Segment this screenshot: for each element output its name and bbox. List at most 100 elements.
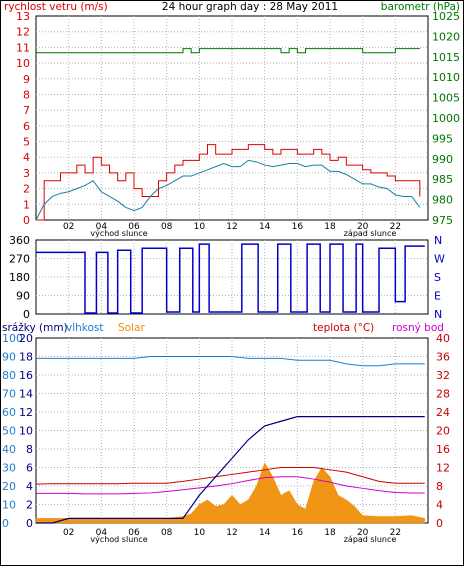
legend-temperature: teplota (°C): [313, 322, 374, 334]
x-tick-label: 08: [161, 222, 173, 232]
compass-tick: N: [434, 234, 442, 247]
x-tick-label: 16: [292, 222, 304, 232]
wind-y-tick: 12: [16, 26, 30, 39]
temperature-y-tick: 28: [436, 388, 450, 401]
rain-y-tick: 16: [19, 369, 33, 382]
humidity-y-tick: 60: [2, 406, 16, 419]
x-tick-label: 16: [292, 528, 304, 538]
x-tick-label: 12: [226, 528, 237, 538]
x-tick-label: 08: [161, 528, 173, 538]
x-tick-label: 02: [63, 528, 74, 538]
baro-y-tick: 1025: [432, 10, 460, 23]
dew-point-series: [36, 476, 425, 495]
wind-direction-series: [36, 243, 425, 314]
x-tick-label: 22: [390, 528, 401, 538]
temperature-y-tick: 36: [436, 351, 450, 364]
compass-tick: W: [434, 253, 445, 266]
temperature-y-tick: 32: [436, 369, 450, 382]
rain-y-tick: 4: [26, 480, 33, 493]
wind-y-tick: 4: [23, 151, 30, 164]
wind-y-tick: 9: [23, 73, 30, 86]
direction-y-tick: 270: [9, 253, 30, 266]
sunset-label-2: západ slunce: [344, 535, 397, 544]
compass-tick: E: [434, 290, 441, 303]
direction-y-tick: 90: [16, 290, 30, 303]
pressure-series: [36, 48, 420, 54]
x-tick-label: 06: [128, 528, 140, 538]
legend-dew-point: rosný bod: [392, 322, 444, 334]
x-tick-label: 04: [96, 528, 108, 538]
x-tick-label: 14: [259, 528, 271, 538]
humidity-y-tick: 100: [2, 332, 23, 345]
x-tick-label: 12: [226, 222, 237, 232]
compass-tick: N: [434, 308, 442, 321]
baro-axis-label: barometr (hPa): [381, 1, 460, 13]
rain-y-tick: 6: [26, 462, 33, 475]
x-tick-label: 14: [259, 222, 271, 232]
legend-solar: Solar: [118, 322, 145, 334]
chart-title: 24 hour graph day : 28 May 2011: [162, 1, 338, 13]
baro-y-tick: 985: [432, 173, 453, 186]
rain-y-tick: 10: [19, 425, 33, 438]
rain-y-tick: 2: [26, 499, 33, 512]
wind-y-tick: 6: [23, 120, 30, 133]
temperature-series: [35, 467, 425, 485]
compass-tick: S: [434, 271, 441, 284]
temperature-y-tick: 40: [436, 332, 450, 345]
wind-y-tick: 8: [23, 88, 30, 101]
baro-y-tick: 995: [432, 132, 453, 145]
baro-y-tick: 990: [432, 153, 453, 166]
rain-y-tick: 0: [26, 517, 33, 530]
sunrise-label-2: východ slunce: [90, 535, 147, 544]
wind-y-tick: 3: [23, 167, 30, 180]
wind-average-series: [35, 159, 421, 221]
humidity-y-tick: 70: [2, 388, 16, 401]
baro-y-tick: 1020: [432, 30, 460, 43]
x-tick-label: 04: [96, 222, 108, 232]
rain-y-tick: 14: [19, 388, 33, 401]
x-tick-label: 06: [128, 222, 140, 232]
humidity-y-tick: 40: [2, 443, 16, 456]
wind-y-tick: 7: [23, 104, 30, 117]
humidity-y-tick: 90: [2, 351, 16, 364]
direction-y-tick: 180: [9, 271, 30, 284]
x-tick-label: 18: [324, 222, 336, 232]
baro-y-tick: 1000: [432, 112, 460, 125]
baro-y-tick: 980: [432, 194, 453, 207]
wind-y-tick: 13: [16, 10, 30, 23]
rain-y-tick: 8: [26, 443, 33, 456]
temperature-y-tick: 20: [436, 425, 450, 438]
x-tick-label: 20: [357, 528, 369, 538]
baro-y-tick: 1005: [432, 92, 460, 105]
temperature-y-tick: 0: [436, 517, 443, 530]
x-tick-label: 10: [194, 222, 206, 232]
direction-y-tick: 360: [9, 234, 30, 247]
rain-y-tick: 18: [19, 351, 33, 364]
rain-y-tick: 12: [19, 406, 33, 419]
humidity-y-tick: 80: [2, 369, 16, 382]
humidity-y-tick: 50: [2, 425, 16, 438]
humidity-y-tick: 20: [2, 480, 16, 493]
sunrise-label-1: východ slunce: [90, 229, 147, 238]
temperature-y-tick: 12: [436, 462, 450, 475]
x-tick-label: 18: [324, 528, 336, 538]
wind-y-tick: 1: [23, 198, 30, 211]
legend-humidity: vlhkost: [66, 322, 104, 334]
wind-y-tick: 5: [23, 136, 30, 149]
wind-axis-label: rychlost vetru (m/s): [4, 1, 108, 13]
rain-y-tick: 20: [19, 332, 33, 345]
humidity-y-tick: 10: [2, 499, 16, 512]
humidity-series: [36, 356, 425, 367]
rain-series: [36, 416, 425, 524]
temperature-y-tick: 24: [436, 406, 450, 419]
wind-y-tick: 11: [16, 41, 30, 54]
legend-rain: srážky (mm): [2, 322, 68, 334]
temperature-y-tick: 16: [436, 443, 450, 456]
temperature-y-tick: 8: [436, 480, 443, 493]
temperature-y-tick: 4: [436, 499, 443, 512]
wind-y-tick: 2: [23, 183, 30, 196]
x-tick-label: 20: [357, 222, 369, 232]
sunset-label-1: západ slunce: [344, 229, 397, 238]
